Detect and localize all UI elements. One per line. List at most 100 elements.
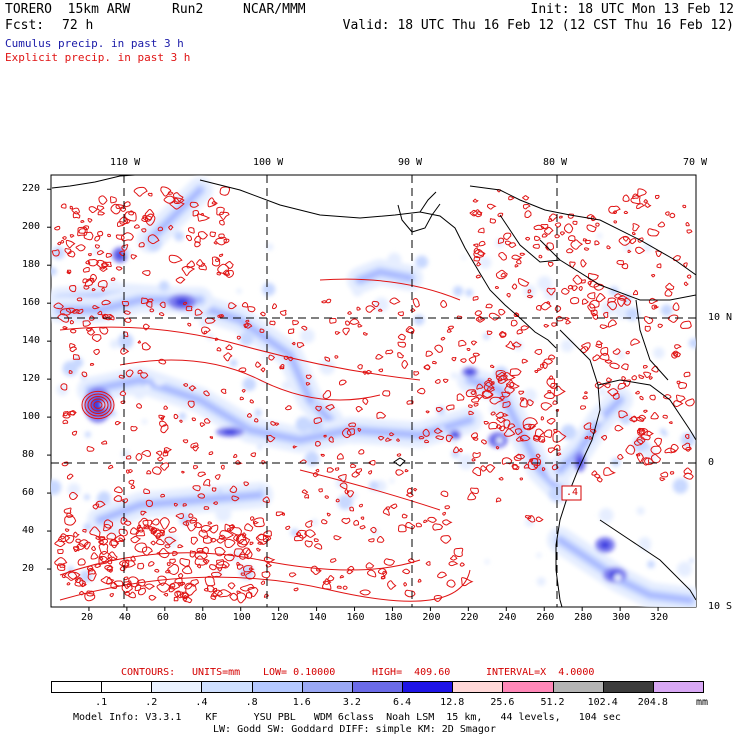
explicit-contour [654, 194, 660, 200]
explicit-contour [506, 292, 511, 298]
explicit-contour [233, 548, 243, 558]
explicit-contour [163, 449, 168, 454]
explicit-contour [625, 444, 636, 455]
explicit-contour [621, 263, 629, 270]
explicit-contour [135, 529, 146, 537]
explicit-contour [442, 519, 453, 526]
explicit-contour [108, 568, 113, 573]
explicit-contour [618, 410, 629, 419]
explicit-contour [65, 307, 77, 314]
explicit-contour [580, 405, 587, 410]
explicit-contour [618, 235, 632, 246]
explicit-contour [86, 446, 95, 452]
explicit-contour [185, 519, 197, 532]
explicit-contour [99, 556, 104, 560]
explicit-contour [140, 372, 149, 379]
explicit-contour [108, 464, 114, 470]
explicit-contour [266, 434, 276, 443]
explicit-contour [233, 534, 240, 541]
explicit-contour [532, 243, 540, 249]
explicit-contour [292, 445, 298, 449]
explicit-contour [59, 326, 421, 381]
explicit-contour [181, 470, 185, 474]
explicit-contour [378, 368, 384, 373]
explicit-contour [514, 428, 523, 436]
cumulus-speck [109, 339, 120, 349]
explicit-contour [128, 469, 133, 474]
explicit-contour [612, 348, 621, 355]
cumulus-speck [676, 561, 693, 577]
explicit-contour [110, 540, 118, 549]
explicit-contour [617, 453, 624, 460]
explicit-contour [465, 389, 477, 398]
explicit-contour [140, 510, 148, 516]
explicit-contour [683, 371, 691, 378]
explicit-contour [495, 411, 505, 419]
explicit-contour [424, 364, 431, 371]
run-label: Run2 [172, 2, 204, 17]
explicit-contour [185, 234, 193, 242]
cumulus-speck [133, 386, 146, 400]
explicit-contour [673, 400, 684, 408]
explicit-contour [473, 247, 481, 255]
explicit-contour [134, 542, 148, 553]
explicit-contour [648, 297, 659, 304]
coastline [469, 185, 696, 276]
x-tick-label: 40 [118, 612, 131, 623]
explicit-contour [636, 416, 645, 422]
explicit-contour [209, 564, 217, 571]
explicit-contour [476, 383, 484, 390]
explicit-contour [367, 569, 377, 578]
y-tick-label: 220 [22, 183, 41, 195]
explicit-contour [323, 434, 327, 438]
explicit-contour [621, 376, 626, 381]
explicit-contour [118, 537, 124, 542]
explicit-contour [403, 582, 408, 587]
explicit-contour [301, 489, 309, 494]
explicit-contour [368, 470, 373, 475]
explicit-contour [445, 434, 454, 443]
explicit-contour [91, 545, 96, 551]
explicit-contour [66, 512, 74, 518]
cumulus-speck [636, 506, 645, 515]
explicit-contour [182, 521, 190, 526]
explicit-contour [75, 244, 86, 252]
colorbar-swatch [502, 681, 554, 693]
explicit-contour [435, 406, 444, 413]
explicit-contour [114, 420, 122, 426]
cumulus-speck [598, 508, 614, 523]
explicit-contour [472, 209, 482, 218]
explicit-contour [572, 220, 578, 225]
explicit-contour [101, 287, 105, 292]
explicit-contour [322, 390, 332, 399]
explicit-contour [368, 459, 376, 466]
y-tick-label: 200 [22, 221, 41, 233]
explicit-contour [683, 262, 688, 268]
explicit-contour [90, 552, 99, 560]
explicit-contour [594, 240, 600, 246]
explicit-contour [269, 320, 276, 326]
explicit-contour [644, 202, 652, 208]
explicit-contour [543, 323, 550, 328]
colorbar-level: .4 [195, 697, 208, 708]
cumulus-core [116, 251, 124, 259]
top-lon-label: 80 W [543, 157, 568, 168]
explicit-contour [470, 390, 476, 395]
explicit-contour [520, 325, 530, 331]
explicit-contour [189, 201, 199, 208]
explicit-contour [140, 297, 149, 305]
explicit-contour [472, 466, 482, 477]
explicit-contour [437, 571, 448, 579]
explicit-contour [564, 317, 570, 321]
coastline [599, 519, 696, 601]
explicit-contour [196, 259, 206, 267]
explicit-contour [521, 358, 529, 364]
explicit-contour [528, 423, 536, 430]
explicit-contour [95, 536, 100, 540]
explicit-contour [672, 350, 682, 358]
explicit-contour [211, 256, 221, 267]
explicit-contour [99, 536, 106, 541]
explicit-contour [173, 197, 185, 205]
explicit-contour [552, 430, 567, 443]
explicit-contour [351, 471, 361, 478]
